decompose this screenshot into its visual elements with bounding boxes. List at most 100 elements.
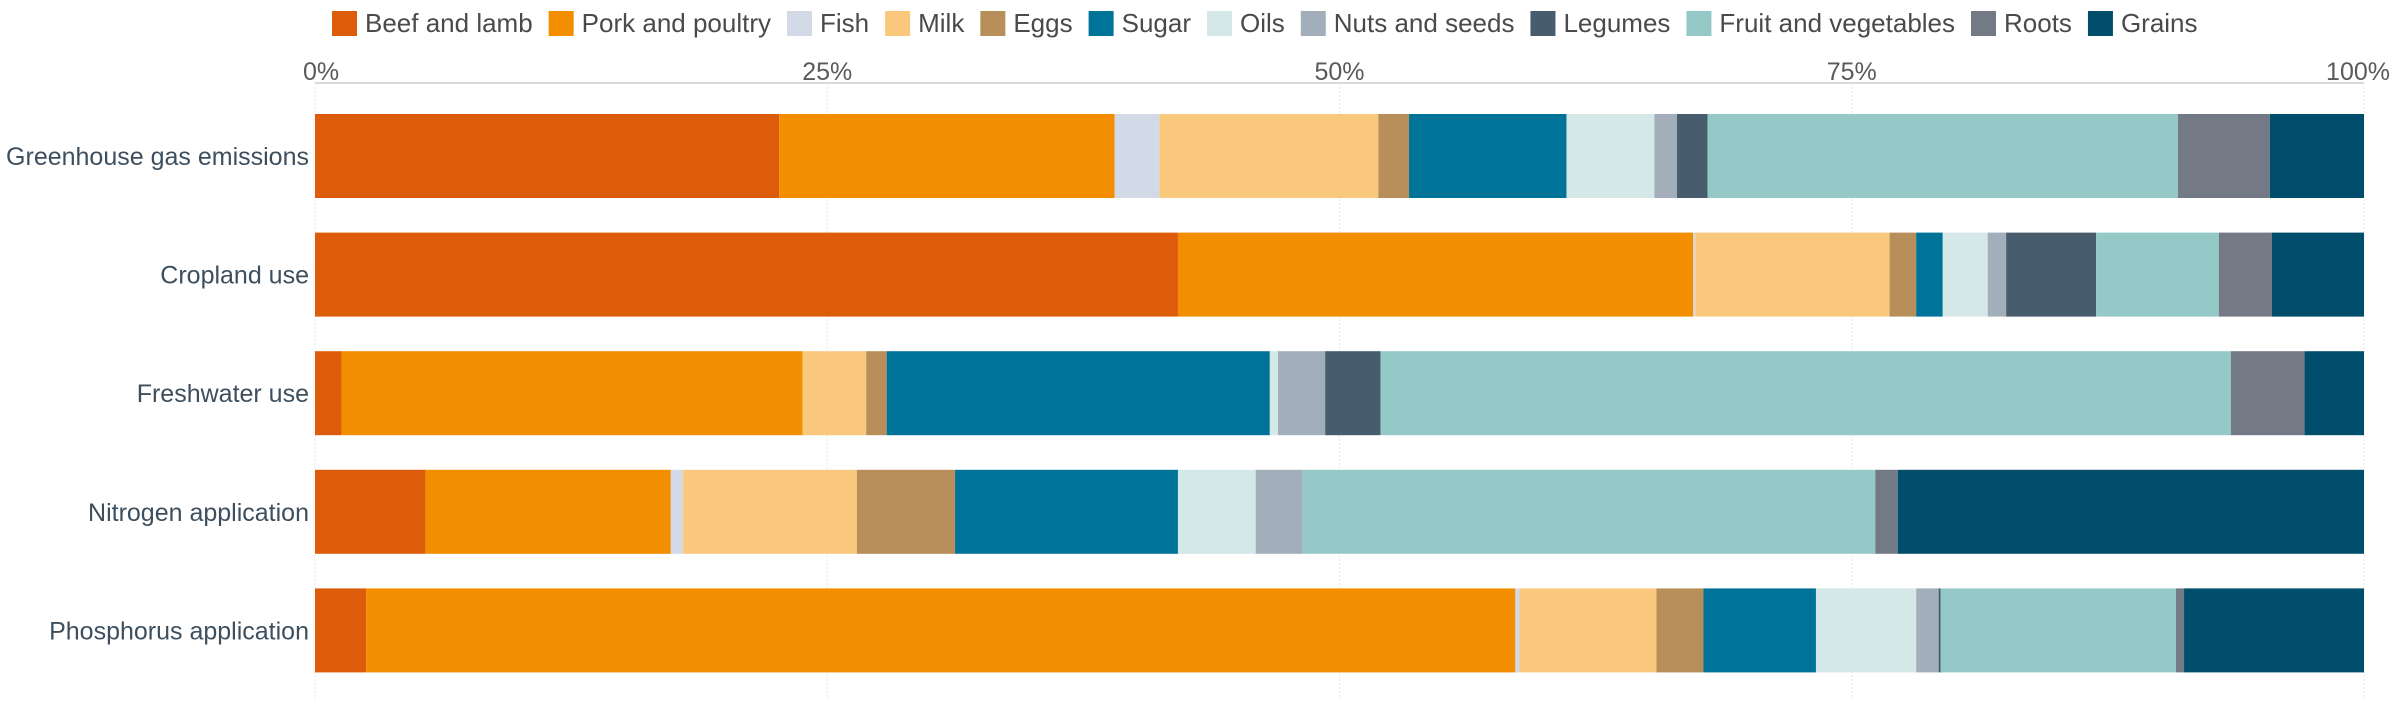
legend-label-nuts-and-seeds: Nuts and seeds xyxy=(1334,8,1515,38)
legend-swatch-sugar xyxy=(1088,11,1114,36)
category-label-greenhouse-gas-emissions: Greenhouse gas emissions xyxy=(6,143,309,171)
bar-segment-greenhouse-gas-emissions-legumes xyxy=(1676,114,1708,198)
legend-swatch-nuts-and-seeds xyxy=(1300,11,1326,36)
bar-segment-freshwater-use-oils xyxy=(1269,351,1279,436)
bar-segment-phosphorus-application-nuts-and-seeds xyxy=(1916,588,1939,673)
bar-segment-phosphorus-application-legumes xyxy=(1938,588,1941,673)
bar-segment-greenhouse-gas-emissions-roots xyxy=(2177,114,2270,198)
legend-item-beef-and-lamb: Beef and lamb xyxy=(332,8,533,38)
bar-segment-freshwater-use-fruit-and-vegetables xyxy=(1380,351,2231,436)
legend-item-fruit-and-vegetables: Fruit and vegetables xyxy=(1686,8,1955,38)
bar-segment-nitrogen-application-pork-and-poultry xyxy=(425,469,671,554)
legend-swatch-beef-and-lamb xyxy=(332,11,357,36)
bar-segment-nitrogen-application-milk xyxy=(683,469,857,554)
bar-segment-phosphorus-application-roots xyxy=(2175,588,2185,673)
bar-segment-nitrogen-application-grains xyxy=(1897,469,2364,554)
x-axis-ticks: 0% 25% 50% 75% 100% xyxy=(303,58,2390,86)
bar-row-nitrogen-application xyxy=(315,469,2364,554)
bar-segment-greenhouse-gas-emissions-eggs xyxy=(1378,114,1410,198)
bar-segment-phosphorus-application-fish xyxy=(1515,588,1520,673)
bar-segment-phosphorus-application-eggs xyxy=(1656,588,1704,673)
bar-segment-freshwater-use-sugar xyxy=(886,351,1270,436)
bar-segment-greenhouse-gas-emissions-oils xyxy=(1566,114,1655,198)
legend-label-fruit-and-vegetables: Fruit and vegetables xyxy=(1719,8,1955,38)
bar-segment-freshwater-use-beef-and-lamb xyxy=(315,351,342,436)
bar-segment-phosphorus-application-pork-and-poultry xyxy=(366,588,1516,673)
category-label-nitrogen-application: Nitrogen application xyxy=(88,499,309,527)
bar-segment-nitrogen-application-nuts-and-seeds xyxy=(1255,469,1303,554)
category-label-cropland-use: Cropland use xyxy=(160,262,309,290)
legend-label-roots: Roots xyxy=(2004,8,2072,38)
legend-item-fish: Fish xyxy=(787,8,869,38)
legend-swatch-fruit-and-vegetables xyxy=(1686,11,1712,36)
bar-segment-freshwater-use-grains xyxy=(2304,351,2364,436)
bar-segment-nitrogen-application-roots xyxy=(1875,469,1898,554)
legend-swatch-pork-and-poultry xyxy=(548,11,574,36)
legend-item-oils: Oils xyxy=(1207,8,1285,38)
x-tick-label-25: 25% xyxy=(802,58,852,86)
legend-item-milk: Milk xyxy=(885,8,965,38)
x-tick-label-50: 50% xyxy=(1314,58,1364,86)
bar-segment-cropland-use-fish xyxy=(1693,232,1696,317)
legend-item-pork-and-poultry: Pork and poultry xyxy=(548,8,771,38)
bar-segment-greenhouse-gas-emissions-fish xyxy=(1114,114,1160,198)
bar-segment-cropland-use-roots xyxy=(2218,232,2272,317)
bar-segment-greenhouse-gas-emissions-nuts-and-seeds xyxy=(1654,114,1677,198)
bar-row-greenhouse-gas-emissions xyxy=(315,114,2364,198)
bar-segment-greenhouse-gas-emissions-grains xyxy=(2269,114,2364,198)
x-tick-label-0: 0% xyxy=(303,58,339,86)
legend-swatch-grains xyxy=(2087,11,2113,36)
bar-segment-nitrogen-application-fruit-and-vegetables xyxy=(1302,469,1876,554)
bar-segment-freshwater-use-legumes xyxy=(1325,351,1381,436)
legend-item-eggs: Eggs xyxy=(980,8,1073,38)
bar-segment-phosphorus-application-beef-and-lamb xyxy=(315,588,367,673)
legend-swatch-fish xyxy=(787,11,812,36)
bar-segment-nitrogen-application-fish xyxy=(670,469,684,554)
legend-item-nuts-and-seeds: Nuts and seeds xyxy=(1300,8,1515,38)
category-label-phosphorus-application: Phosphorus application xyxy=(49,617,309,645)
legend-item-sugar: Sugar xyxy=(1088,8,1192,38)
legend-item-grains: Grains xyxy=(2087,8,2198,38)
bar-segment-phosphorus-application-sugar xyxy=(1703,588,1816,673)
legend-item-legumes: Legumes xyxy=(1530,8,1670,38)
bar-segment-cropland-use-sugar xyxy=(1916,232,1943,317)
legend-swatch-oils xyxy=(1207,11,1232,36)
legend: Beef and lamb Pork and poultry Fish Milk Egg… xyxy=(332,8,2198,38)
category-label-freshwater-use: Freshwater use xyxy=(137,380,309,408)
bar-segment-cropland-use-legumes xyxy=(2006,232,2097,317)
legend-label-fish: Fish xyxy=(820,8,869,38)
bar-segment-cropland-use-milk xyxy=(1695,232,1890,317)
legend-swatch-roots xyxy=(1971,11,1997,36)
bar-segment-nitrogen-application-eggs xyxy=(856,469,956,554)
bar-segment-phosphorus-application-oils xyxy=(1815,588,1917,673)
bar-segment-greenhouse-gas-emissions-milk xyxy=(1159,114,1379,198)
bar-row-phosphorus-application xyxy=(315,588,2364,673)
legend-label-beef-and-lamb: Beef and lamb xyxy=(365,8,533,38)
bar-segment-nitrogen-application-beef-and-lamb xyxy=(315,469,426,554)
bar-segment-greenhouse-gas-emissions-fruit-and-vegetables xyxy=(1707,114,2178,198)
bar-row-freshwater-use xyxy=(315,351,2364,436)
bar-segment-greenhouse-gas-emissions-sugar xyxy=(1409,114,1567,198)
legend-label-milk: Milk xyxy=(918,8,965,38)
legend-item-roots: Roots xyxy=(1971,8,2072,38)
x-tick-label-75: 75% xyxy=(1827,58,1877,86)
legend-label-sugar: Sugar xyxy=(1122,8,1192,38)
bar-segment-greenhouse-gas-emissions-beef-and-lamb xyxy=(315,114,780,198)
bar-segment-freshwater-use-pork-and-poultry xyxy=(341,351,803,436)
bar-segment-freshwater-use-eggs xyxy=(866,351,887,436)
bar-segment-freshwater-use-roots xyxy=(2230,351,2305,436)
legend-label-eggs: Eggs xyxy=(1013,8,1072,38)
bar-segment-freshwater-use-nuts-and-seeds xyxy=(1278,351,1326,436)
bar-segment-cropland-use-oils xyxy=(1942,232,1988,317)
bar-segment-phosphorus-application-grains xyxy=(2184,588,2364,673)
bar-segment-cropland-use-fruit-and-vegetables xyxy=(2096,232,2219,317)
bar-segment-cropland-use-nuts-and-seeds xyxy=(1987,232,2007,317)
x-tick-label-100: 100% xyxy=(2326,58,2390,86)
category-labels: Greenhouse gas emissions Cropland use Fres… xyxy=(6,143,309,645)
legend-label-grains: Grains xyxy=(2121,8,2198,38)
legend-swatch-legumes xyxy=(1530,11,1556,36)
bar-segment-cropland-use-grains xyxy=(2271,232,2364,317)
bar-segment-freshwater-use-milk xyxy=(802,351,867,436)
